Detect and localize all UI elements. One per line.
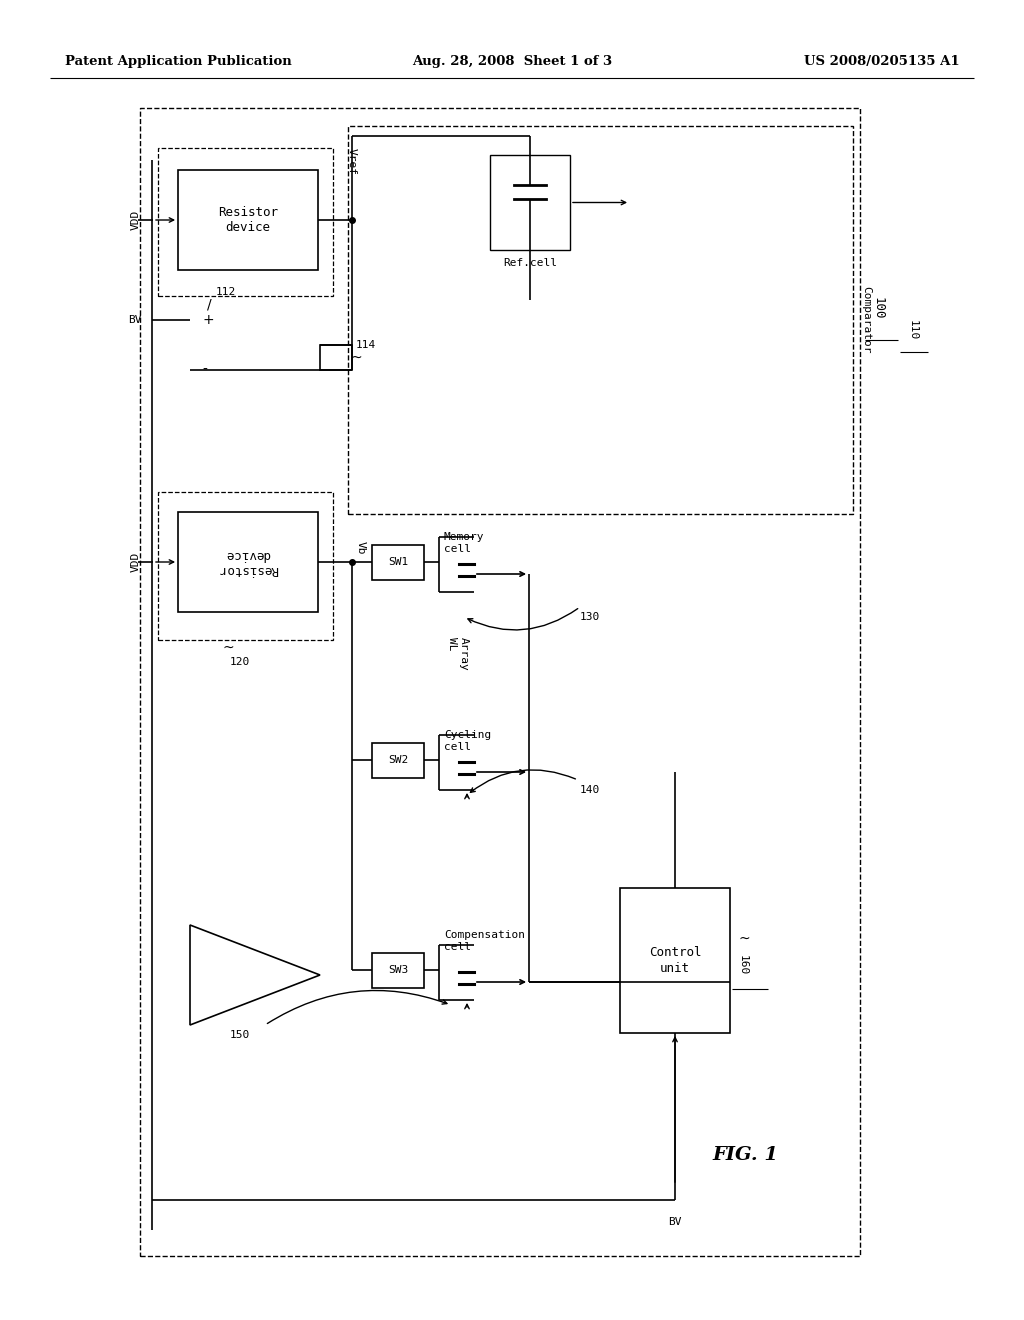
Bar (372, 742, 424, 777)
Bar (620, 888, 730, 1034)
Text: Cycling
cell: Cycling cell (444, 730, 492, 751)
Text: ~: ~ (222, 642, 233, 655)
Text: +: + (202, 313, 214, 327)
Text: SW2: SW2 (388, 755, 409, 766)
Bar (178, 512, 318, 612)
Text: 112: 112 (216, 286, 237, 297)
Bar (372, 544, 424, 579)
Text: US 2008/0205135 A1: US 2008/0205135 A1 (805, 55, 961, 69)
Text: 150: 150 (230, 1030, 250, 1040)
FancyArrowPatch shape (267, 990, 446, 1023)
Text: Vb: Vb (356, 541, 366, 554)
Text: VDD: VDD (131, 210, 141, 230)
Text: FIG. 1: FIG. 1 (712, 1146, 778, 1164)
FancyArrowPatch shape (470, 770, 575, 792)
Text: 160: 160 (738, 956, 748, 975)
Bar (158, 148, 333, 296)
Bar (140, 108, 860, 1257)
Bar (372, 953, 424, 987)
Bar (319, 345, 352, 370)
Text: ~: ~ (350, 351, 361, 366)
Text: Array
WL: Array WL (447, 638, 469, 671)
Text: 110: 110 (908, 319, 918, 341)
Text: VDD: VDD (131, 552, 141, 572)
Text: Comparator: Comparator (861, 286, 871, 354)
Text: -: - (202, 363, 207, 378)
FancyArrowPatch shape (468, 609, 578, 630)
Text: ~: ~ (738, 932, 750, 945)
Bar (178, 170, 318, 271)
Text: BV: BV (669, 1217, 682, 1228)
Text: Aug. 28, 2008  Sheet 1 of 3: Aug. 28, 2008 Sheet 1 of 3 (412, 55, 612, 69)
Text: Vref: Vref (347, 148, 357, 176)
Text: Ref.cell: Ref.cell (503, 257, 557, 268)
Text: Memory
cell: Memory cell (444, 532, 484, 553)
Text: 120: 120 (230, 657, 250, 667)
Bar (348, 125, 853, 513)
Bar (490, 154, 570, 249)
Text: 140: 140 (580, 785, 600, 795)
Text: Compensation
cell: Compensation cell (444, 931, 525, 952)
Text: SW1: SW1 (388, 557, 409, 568)
Text: 114: 114 (356, 341, 376, 350)
Text: Patent Application Publication: Patent Application Publication (65, 55, 292, 69)
Text: /: / (207, 297, 212, 312)
Text: 130: 130 (580, 612, 600, 622)
Text: Resistor
device: Resistor device (218, 548, 278, 576)
Text: BV: BV (128, 315, 142, 325)
Text: Resistor
device: Resistor device (218, 206, 278, 234)
Text: 100: 100 (872, 297, 885, 319)
Text: Control
unit: Control unit (649, 946, 701, 974)
Text: SW3: SW3 (388, 965, 409, 975)
Bar (158, 492, 333, 640)
